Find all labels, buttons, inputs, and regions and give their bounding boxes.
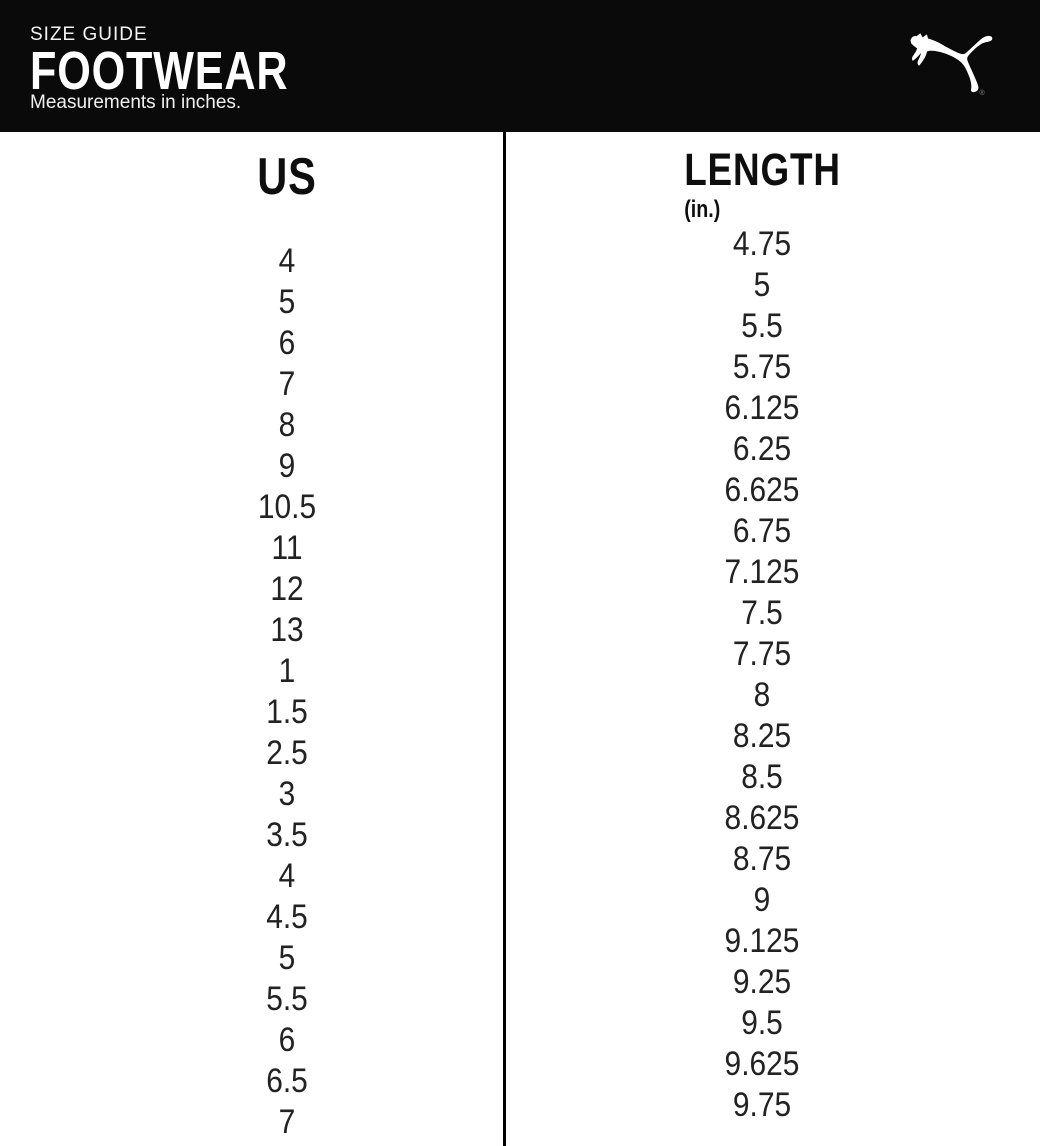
us-column-values: 4 5 6 7 8 9 10.5 11 12 13 1 1.5 2.5 3 3.5 4 4.5 5 5.5 6 6.5 7 bbox=[87, 241, 487, 1143]
length-value: 5 bbox=[753, 266, 771, 304]
length-value: 6.625 bbox=[724, 471, 800, 509]
us-size-value: 1.5 bbox=[266, 693, 308, 731]
registered-trademark-icon: ® bbox=[980, 89, 986, 97]
length-value: 9.75 bbox=[732, 1086, 792, 1124]
measurement-note: Measurements in inches. bbox=[30, 92, 242, 113]
length-value: 8.25 bbox=[732, 717, 792, 755]
length-value: 8 bbox=[753, 676, 771, 714]
column-divider bbox=[503, 132, 506, 1146]
length-value: 6.75 bbox=[732, 512, 792, 550]
puma-cat-logo-icon: ® bbox=[910, 33, 993, 97]
us-column-header: US bbox=[257, 148, 317, 206]
length-value: 5.75 bbox=[732, 348, 792, 386]
us-size-value: 4.5 bbox=[266, 898, 308, 936]
us-size-value: 8 bbox=[278, 406, 296, 444]
us-size-value: 3 bbox=[278, 775, 296, 813]
us-size-value: 7 bbox=[278, 365, 296, 403]
length-value: 9 bbox=[753, 881, 771, 919]
length-value: 7.75 bbox=[732, 635, 792, 673]
length-value: 4.75 bbox=[732, 225, 792, 263]
length-value: 9.625 bbox=[724, 1045, 800, 1083]
us-size-value: 6 bbox=[278, 1021, 296, 1059]
us-size-value: 5 bbox=[278, 939, 296, 977]
length-column-values: 4.75 5 5.5 5.75 6.125 6.25 6.625 6.75 7.125 7.5 7.… bbox=[562, 224, 962, 1126]
us-size-value: 4 bbox=[278, 242, 296, 280]
us-size-value: 2.5 bbox=[266, 734, 308, 772]
us-size-value: 12 bbox=[270, 570, 304, 608]
length-value: 9.5 bbox=[741, 1004, 783, 1042]
us-size-value: 6 bbox=[278, 324, 296, 362]
size-guide-label: SIZE GUIDE bbox=[30, 24, 148, 45]
us-size-value: 9 bbox=[278, 447, 296, 485]
us-size-value: 5 bbox=[278, 283, 296, 321]
length-value: 7.125 bbox=[724, 553, 800, 591]
length-value: 8.75 bbox=[732, 840, 792, 878]
us-size-value: 5.5 bbox=[266, 980, 308, 1018]
length-value: 8.5 bbox=[741, 758, 783, 796]
length-value: 9.25 bbox=[732, 963, 792, 1001]
length-value: 6.25 bbox=[732, 430, 792, 468]
length-value: 6.125 bbox=[724, 389, 800, 427]
length-value: 7.5 bbox=[741, 594, 783, 632]
us-size-value: 1 bbox=[278, 652, 296, 690]
length-unit-label: (in.) bbox=[683, 196, 720, 223]
us-size-value: 4 bbox=[278, 857, 296, 895]
us-size-value: 11 bbox=[271, 529, 303, 567]
us-size-value: 6.5 bbox=[266, 1062, 308, 1100]
us-size-value: 13 bbox=[270, 611, 304, 649]
length-value: 8.625 bbox=[724, 799, 800, 837]
us-size-value: 10.5 bbox=[257, 488, 317, 526]
page-title: FOOTWEAR bbox=[30, 41, 289, 101]
length-value: 5.5 bbox=[741, 307, 783, 345]
length-column-header: LENGTH (in.) bbox=[562, 147, 962, 224]
us-size-value: 7 bbox=[278, 1103, 296, 1141]
header-band: SIZE GUIDE FOOTWEAR Measurements in inch… bbox=[0, 0, 1040, 132]
us-size-value: 3.5 bbox=[266, 816, 308, 854]
length-value: 9.125 bbox=[724, 922, 800, 960]
length-label: LENGTH bbox=[683, 144, 841, 195]
